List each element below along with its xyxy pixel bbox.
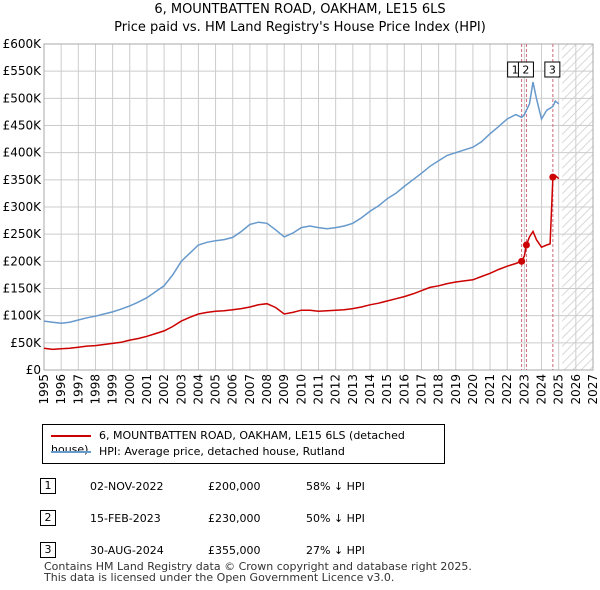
plot-frame: [43, 43, 594, 371]
x-tick-label: 2000: [123, 374, 137, 405]
x-tick-label: 2021: [483, 374, 497, 405]
legend-swatch-hpi: [51, 451, 91, 453]
x-tick-label: 2003: [174, 374, 188, 405]
footer: Contains HM Land Registry data © Crown c…: [44, 561, 472, 583]
y-tick-label: £500K: [3, 91, 43, 105]
transaction-price: £230,000: [208, 511, 261, 525]
x-tick-label: 1996: [54, 374, 68, 405]
x-tick-label: 2025: [552, 374, 566, 405]
y-tick-label: £450K: [3, 119, 43, 133]
transaction-number: 3: [40, 542, 56, 558]
x-tick-label: 2016: [397, 374, 411, 405]
y-tick-label: £150K: [3, 282, 43, 296]
transaction-price: £200,000: [208, 479, 261, 493]
x-tick-label: 2017: [414, 374, 428, 405]
sale-number-label: 1: [512, 64, 519, 77]
y-tick-label: £0: [26, 363, 41, 377]
y-tick-label: £250K: [3, 227, 43, 241]
table-row: 2 15-FEB-2023 £230,000 50% ↓ HPI: [40, 502, 406, 534]
x-tick-label: 2024: [535, 374, 549, 405]
hpi-series-line: [43, 81, 560, 325]
y-tick-label: £400K: [3, 146, 43, 160]
x-tick-label: 2010: [294, 374, 308, 405]
x-tick-label: 2019: [449, 374, 463, 405]
sale-point: [522, 241, 530, 249]
transaction-date: 30-AUG-2024: [90, 543, 164, 557]
table-row: 1 02-NOV-2022 £200,000 58% ↓ HPI: [40, 470, 406, 502]
x-tick-label: 1997: [71, 374, 85, 405]
y-tick-label: £200K: [3, 254, 43, 268]
chart-subtitle: Price paid vs. HM Land Registry's House …: [114, 20, 486, 35]
transaction-hpi-diff: 27% ↓ HPI: [306, 543, 365, 557]
chart-title: 6, MOUNTBATTEN ROAD, OAKHAM, LE15 6LS: [154, 2, 446, 17]
sale-number-label: 3: [549, 64, 556, 77]
legend-item-property: 6, MOUNTBATTEN ROAD, OAKHAM, LE15 6LS (d…: [51, 429, 444, 456]
sale-number-box: [544, 61, 561, 78]
x-tick-label: 2027: [586, 374, 600, 405]
transaction-number: 1: [40, 478, 56, 494]
table-row: 3 30-AUG-2024 £355,000 27% ↓ HPI: [40, 534, 406, 566]
price-chart: £0 £50K £100K £150K £200K £250K £300K £350K £400…: [3, 37, 600, 405]
legend-item-hpi: HPI: Average price, detached house, Rutl…: [51, 445, 345, 459]
footer-licence: This data is licensed under the Open Gov…: [44, 571, 395, 584]
sale-point: [518, 257, 526, 265]
x-tick-label: 2023: [517, 374, 531, 405]
legend-label-hpi: HPI: Average price, detached house, Rutl…: [99, 445, 345, 458]
y-tick-label: £600K: [3, 37, 43, 51]
transaction-hpi-diff: 50% ↓ HPI: [306, 511, 365, 525]
transaction-price: £355,000: [208, 543, 261, 557]
x-tick-label: 2005: [209, 374, 223, 405]
y-tick-label: £300K: [3, 200, 43, 214]
x-tick-label: 2008: [260, 374, 274, 405]
y-tick-label: £350K: [3, 173, 43, 187]
x-tick-label: 2022: [500, 374, 514, 405]
x-tick-label: 2012: [329, 374, 343, 405]
x-tick-label: 2014: [363, 374, 377, 405]
legend: 6, MOUNTBATTEN ROAD, OAKHAM, LE15 6LS (d…: [42, 424, 445, 464]
x-tick-label: 2002: [157, 374, 171, 405]
sale-point: [549, 173, 557, 181]
x-tick-label: 2001: [140, 374, 154, 405]
x-tick-label: 2015: [380, 374, 394, 405]
x-tick-label: 2011: [312, 374, 326, 405]
x-tick-label: 2007: [243, 374, 257, 405]
x-tick-label: 1995: [37, 374, 51, 405]
x-tick-label: 2004: [191, 374, 205, 405]
x-tick-label: 2013: [346, 374, 360, 405]
x-tick-label: 2009: [277, 374, 291, 405]
x-tick-label: 2026: [569, 374, 583, 405]
x-tick-label: 1998: [88, 374, 102, 405]
x-tick-label: 2018: [432, 374, 446, 405]
y-tick-label: £550K: [3, 64, 43, 78]
transaction-number: 2: [40, 510, 56, 526]
transactions-table: 1 02-NOV-2022 £200,000 58% ↓ HPI 2 15-FE…: [40, 470, 406, 566]
transaction-date: 15-FEB-2023: [90, 511, 161, 525]
y-tick-label: £50K: [10, 336, 42, 350]
sale-number-label: 2: [522, 64, 529, 77]
x-tick-label: 2020: [466, 374, 480, 405]
sale-number-box: [517, 61, 534, 78]
transaction-date: 02-NOV-2022: [90, 479, 164, 493]
y-tick-label: £100K: [3, 309, 43, 323]
footer-copyright: Contains HM Land Registry data © Crown c…: [44, 560, 472, 573]
x-tick-label: 2006: [226, 374, 240, 405]
x-tick-label: 1999: [106, 374, 120, 405]
transaction-hpi-diff: 58% ↓ HPI: [306, 479, 365, 493]
legend-swatch-property: [51, 435, 91, 437]
